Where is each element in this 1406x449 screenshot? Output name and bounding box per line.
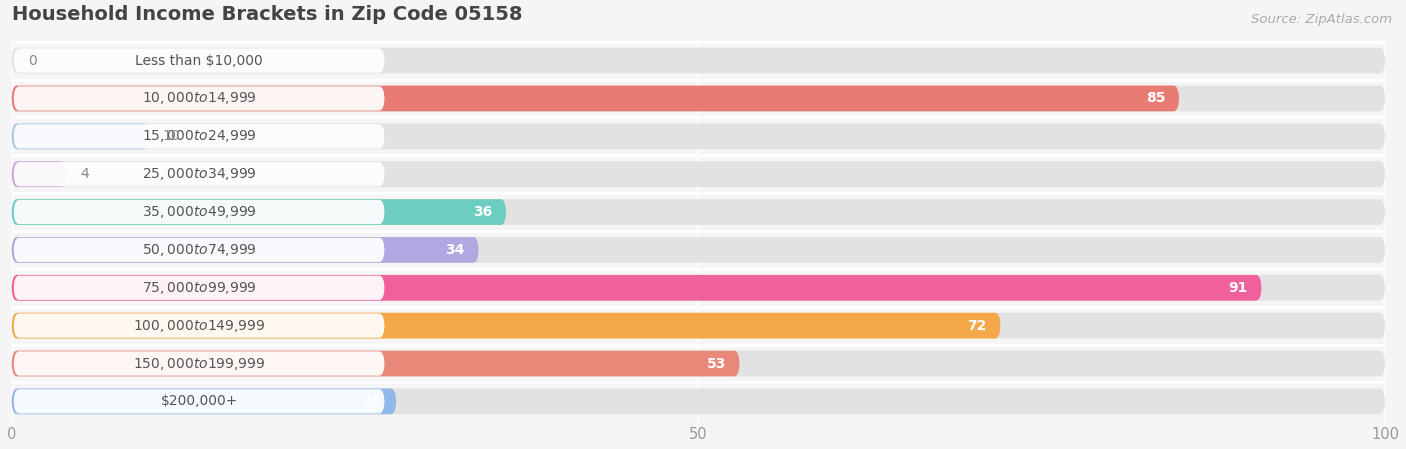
FancyBboxPatch shape	[11, 199, 506, 225]
Text: 34: 34	[446, 243, 465, 257]
Text: Less than $10,000: Less than $10,000	[135, 53, 263, 68]
FancyBboxPatch shape	[11, 275, 1261, 301]
Text: $35,000 to $49,999: $35,000 to $49,999	[142, 204, 256, 220]
FancyBboxPatch shape	[11, 313, 1001, 339]
Text: 36: 36	[472, 205, 492, 219]
FancyBboxPatch shape	[11, 351, 740, 376]
Text: 10: 10	[163, 129, 180, 143]
FancyBboxPatch shape	[14, 200, 384, 224]
Text: $200,000+: $200,000+	[160, 394, 238, 409]
FancyBboxPatch shape	[11, 237, 1385, 263]
FancyBboxPatch shape	[11, 123, 1385, 149]
FancyBboxPatch shape	[11, 351, 1385, 376]
FancyBboxPatch shape	[14, 162, 384, 186]
Text: 0: 0	[28, 53, 37, 68]
FancyBboxPatch shape	[11, 86, 1385, 111]
Text: 53: 53	[706, 357, 725, 370]
FancyBboxPatch shape	[14, 389, 384, 414]
FancyBboxPatch shape	[11, 388, 396, 414]
Text: $100,000 to $149,999: $100,000 to $149,999	[134, 317, 266, 334]
Text: 91: 91	[1229, 281, 1247, 295]
FancyBboxPatch shape	[11, 161, 66, 187]
FancyBboxPatch shape	[14, 313, 384, 338]
FancyBboxPatch shape	[11, 48, 1385, 74]
Text: 4: 4	[80, 167, 89, 181]
Text: 28: 28	[363, 394, 382, 409]
FancyBboxPatch shape	[11, 388, 1385, 414]
FancyBboxPatch shape	[14, 86, 384, 110]
FancyBboxPatch shape	[14, 276, 384, 300]
Text: $10,000 to $14,999: $10,000 to $14,999	[142, 90, 256, 106]
Text: $50,000 to $74,999: $50,000 to $74,999	[142, 242, 256, 258]
FancyBboxPatch shape	[14, 124, 384, 149]
Text: $25,000 to $34,999: $25,000 to $34,999	[142, 166, 256, 182]
FancyBboxPatch shape	[11, 86, 1180, 111]
FancyBboxPatch shape	[11, 237, 478, 263]
FancyBboxPatch shape	[14, 48, 384, 73]
FancyBboxPatch shape	[11, 275, 1385, 301]
Text: $15,000 to $24,999: $15,000 to $24,999	[142, 128, 256, 144]
FancyBboxPatch shape	[11, 123, 149, 149]
Text: Household Income Brackets in Zip Code 05158: Household Income Brackets in Zip Code 05…	[11, 5, 522, 25]
Text: 85: 85	[1146, 92, 1166, 106]
Text: 72: 72	[967, 319, 987, 333]
FancyBboxPatch shape	[14, 238, 384, 262]
FancyBboxPatch shape	[11, 161, 1385, 187]
FancyBboxPatch shape	[14, 352, 384, 376]
FancyBboxPatch shape	[11, 199, 1385, 225]
FancyBboxPatch shape	[11, 313, 1385, 339]
Text: $150,000 to $199,999: $150,000 to $199,999	[134, 356, 266, 371]
Text: $75,000 to $99,999: $75,000 to $99,999	[142, 280, 256, 296]
Text: Source: ZipAtlas.com: Source: ZipAtlas.com	[1251, 13, 1392, 26]
